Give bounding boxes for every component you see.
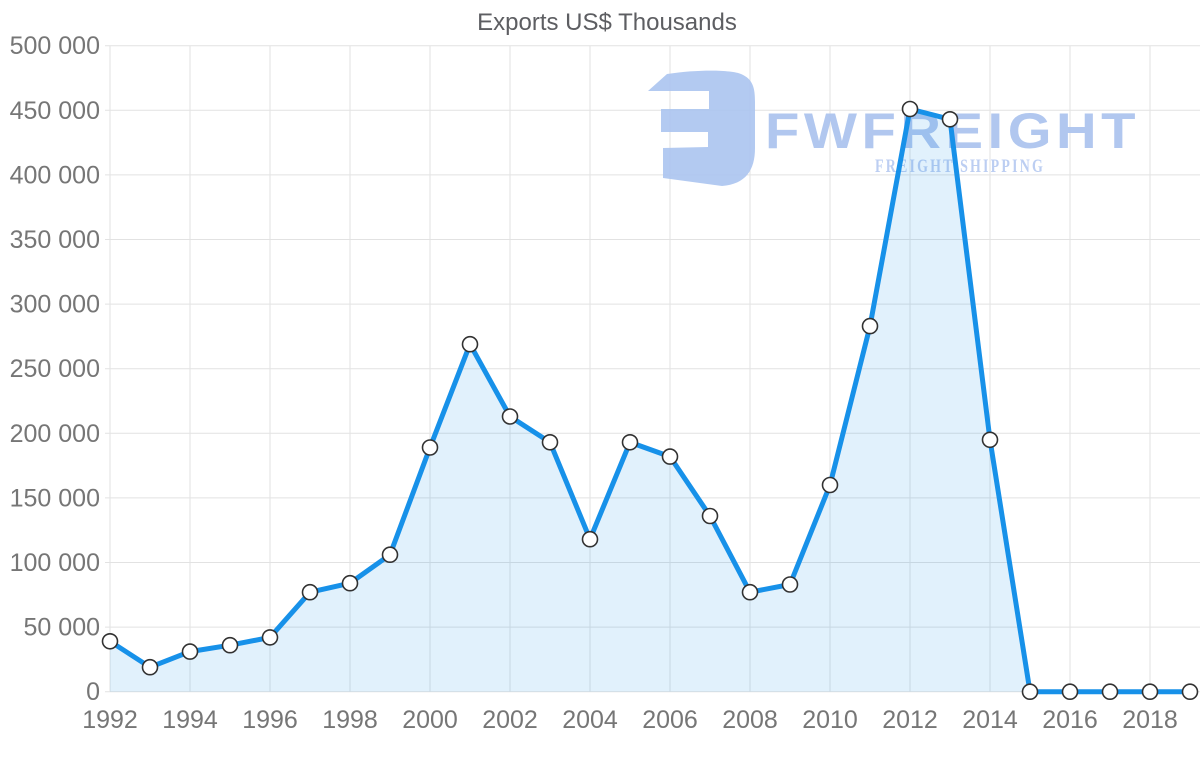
data-point-marker <box>341 574 359 592</box>
data-point-marker <box>861 317 879 335</box>
y-axis-tick-label: 500 000 <box>10 32 100 60</box>
x-axis-tick-label: 2008 <box>722 706 778 734</box>
data-point-marker <box>1101 683 1119 701</box>
exports-area-fill <box>110 109 1190 692</box>
watermark-tagline-text: FREIGHT SHIPPING <box>875 156 1045 177</box>
data-point-marker <box>461 335 479 353</box>
x-axis-labels: 1992 1994 1996 1998 2000 2002 2004 2006 2008 2010… <box>82 706 1178 734</box>
data-point-marker <box>101 632 119 650</box>
y-axis-tick-label: 300 000 <box>10 291 100 319</box>
y-axis-tick-label: 150 000 <box>10 484 100 512</box>
data-point-marker <box>301 583 319 601</box>
x-axis-tick-label: 2010 <box>802 706 858 734</box>
x-axis-tick-label: 2018 <box>1122 706 1178 734</box>
x-axis-tick-label: 2012 <box>882 706 938 734</box>
y-axis-labels: 0 50 000 100 000 150 000 200 000 250 000 300 0… <box>10 32 100 706</box>
data-point-marker <box>661 448 679 465</box>
data-point-marker <box>501 408 519 425</box>
data-point-marker <box>381 546 399 564</box>
y-axis-tick-label: 350 000 <box>10 226 100 254</box>
x-axis-tick-label: 2006 <box>642 706 698 734</box>
watermark: FWFREIGHT FREIGHT SHIPPING <box>648 70 1136 186</box>
x-axis-tick-label: 2014 <box>962 706 1018 734</box>
x-axis-tick-label: 2004 <box>562 706 618 734</box>
x-axis-tick-label: 2002 <box>482 706 538 734</box>
data-point-marker <box>1181 683 1199 701</box>
data-point-marker <box>1021 683 1039 701</box>
y-axis-tick-label: 250 000 <box>10 355 100 383</box>
exports-line <box>107 106 1193 695</box>
data-point-marker <box>1061 683 1079 701</box>
grid <box>105 45 1200 693</box>
data-point-marker <box>981 431 999 449</box>
y-axis-tick-label: 0 <box>86 678 100 706</box>
data-point-marker <box>581 530 599 548</box>
x-axis-tick-label: 2000 <box>402 706 458 734</box>
data-point-marker <box>221 636 239 654</box>
data-point-marker <box>941 111 959 128</box>
y-axis-tick-label: 200 000 <box>10 420 100 448</box>
data-point-marker <box>141 658 159 676</box>
data-point-marker <box>261 629 279 646</box>
data-point-marker <box>621 433 639 451</box>
data-point-marker <box>181 643 199 660</box>
data-point-marker <box>701 507 719 525</box>
x-axis-tick-label: 1994 <box>162 706 218 734</box>
data-point-marker <box>781 576 799 593</box>
x-axis-tick-label: 2016 <box>1042 706 1098 734</box>
data-point-marker <box>421 439 439 456</box>
x-axis-tick-label: 1992 <box>82 706 138 734</box>
x-axis-tick-label: 1998 <box>322 706 378 734</box>
data-point-markers <box>101 100 1199 701</box>
data-point-marker <box>901 100 919 118</box>
y-axis-tick-label: 450 000 <box>10 97 100 125</box>
chart-title: Exports US$ Thousands <box>477 9 737 36</box>
data-point-marker <box>821 476 839 494</box>
x-axis-tick-label: 1996 <box>242 706 298 734</box>
y-axis-tick-label: 400 000 <box>10 161 100 189</box>
y-axis-tick-label: 50 000 <box>24 614 100 642</box>
fwfreight-logo-icon <box>648 70 755 186</box>
y-axis-tick-label: 100 000 <box>10 549 100 577</box>
data-point-marker <box>541 433 559 451</box>
data-point-marker <box>741 583 759 601</box>
data-point-marker <box>1141 683 1159 701</box>
